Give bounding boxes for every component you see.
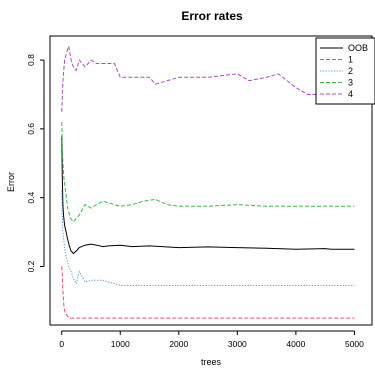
plot-frame bbox=[49, 35, 373, 326]
y-axis: 0.2 0.4 0.6 0.8 bbox=[26, 54, 45, 272]
y-tick-label: 0.6 bbox=[26, 123, 36, 135]
legend-label-1: 1 bbox=[348, 55, 353, 65]
y-tick-label: 0.2 bbox=[26, 260, 36, 272]
x-tick-label: 1000 bbox=[111, 339, 130, 349]
legend: OOB 12 34 bbox=[315, 37, 375, 105]
x-tick-label: 5000 bbox=[345, 339, 364, 349]
y-axis-label: Error bbox=[6, 172, 16, 192]
x-tick-label: 2000 bbox=[169, 339, 188, 349]
series-line-3 bbox=[61, 121, 355, 223]
x-axis-label: trees bbox=[201, 357, 222, 367]
x-tick-label: 0 bbox=[59, 339, 64, 349]
x-tick-label: 4000 bbox=[286, 339, 305, 349]
x-tick-label: 3000 bbox=[228, 339, 247, 349]
y-tick-label: 0.4 bbox=[26, 192, 36, 204]
legend-label-oob: OOB bbox=[348, 43, 368, 53]
series-line-1 bbox=[61, 266, 355, 319]
series-line-oob bbox=[61, 135, 355, 255]
x-axis: 0 1000 2000 3000 4000 5000 bbox=[59, 330, 364, 349]
y-tick-label: 0.8 bbox=[26, 54, 36, 66]
series-line-2 bbox=[61, 190, 355, 286]
legend-label-3: 3 bbox=[348, 78, 353, 88]
legend-label-4: 4 bbox=[348, 89, 353, 99]
series-layer bbox=[61, 46, 355, 319]
legend-label-2: 2 bbox=[348, 66, 353, 76]
chart-title: Error rates bbox=[181, 9, 243, 23]
series-line-4 bbox=[61, 46, 343, 112]
